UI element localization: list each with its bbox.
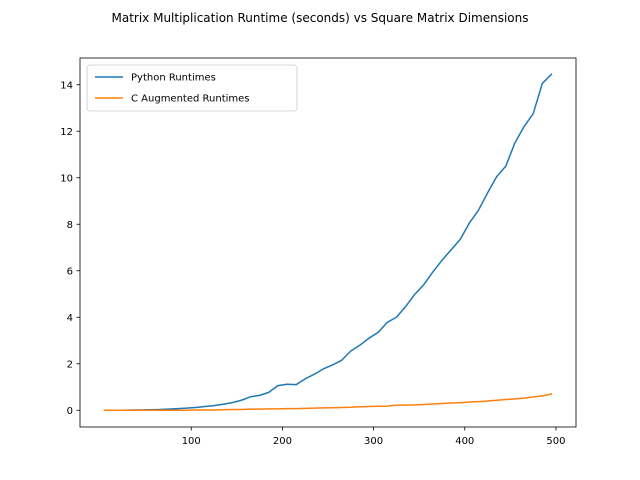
y-tick-label: 12 bbox=[60, 127, 73, 138]
legend-label-1: Python Runtimes bbox=[131, 73, 216, 84]
series-line-2 bbox=[103, 393, 553, 412]
x-tick-label: 200 bbox=[273, 436, 292, 447]
x-tick-label: 300 bbox=[364, 436, 383, 447]
chart-title: Matrix Multiplication Runtime (seconds) … bbox=[112, 11, 529, 25]
y-tick-label: 10 bbox=[60, 173, 73, 184]
y-tick-label: 14 bbox=[60, 80, 73, 91]
axes-frame bbox=[79, 57, 577, 428]
y-tick-label: 0 bbox=[67, 406, 73, 417]
x-tick-label: 100 bbox=[182, 436, 201, 447]
legend-label-2: C Augmented Runtimes bbox=[131, 94, 250, 105]
series-line-1 bbox=[103, 73, 553, 412]
y-tick-label: 8 bbox=[67, 220, 73, 231]
legend: Python Runtimes C Augmented Runtimes bbox=[86, 64, 298, 112]
y-tick-label: 2 bbox=[67, 359, 73, 370]
axes: 100 200 300 400 500 0 2 4 6 8 10 12 14 bbox=[60, 80, 565, 447]
legend-box bbox=[86, 64, 298, 112]
y-tick-label: 4 bbox=[67, 313, 73, 324]
x-tick-label: 400 bbox=[455, 436, 474, 447]
plot-area bbox=[103, 73, 553, 412]
x-tick-label: 500 bbox=[546, 436, 565, 447]
y-tick-label: 6 bbox=[67, 266, 73, 277]
